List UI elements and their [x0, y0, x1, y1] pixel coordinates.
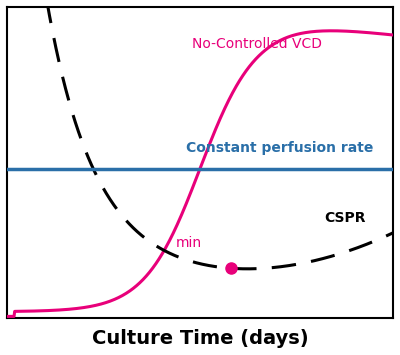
Text: CSPR: CSPR [324, 212, 366, 225]
Text: min: min [175, 236, 202, 250]
Text: No-Controlled VCD: No-Controlled VCD [192, 37, 322, 51]
X-axis label: Culture Time (days): Culture Time (days) [92, 329, 308, 348]
Text: Constant perfusion rate: Constant perfusion rate [186, 141, 374, 155]
